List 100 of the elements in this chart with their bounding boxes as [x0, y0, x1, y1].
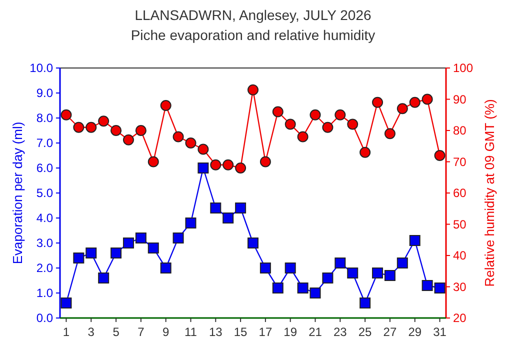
point	[434, 150, 446, 161]
point	[148, 156, 159, 168]
y-tick-label: 3.0	[36, 236, 54, 250]
y-axis-title: Evaporation per day (ml)	[10, 122, 25, 264]
point	[248, 238, 258, 248]
point	[172, 131, 184, 142]
point	[409, 96, 420, 108]
point	[198, 162, 209, 174]
y2-axis-title: Relative humidity at 09 GMT (%)	[482, 99, 497, 287]
point	[86, 122, 97, 133]
point	[185, 138, 196, 148]
point	[122, 238, 134, 248]
point	[372, 96, 384, 108]
y-tick-label: 2.0	[36, 261, 54, 275]
x-tick-label: 7	[138, 325, 145, 339]
y2-tick-label: 70	[453, 154, 467, 169]
point	[297, 282, 308, 294]
point	[384, 270, 396, 281]
y-tick-label: 1.0	[36, 286, 54, 300]
y2-tick-label: 20	[453, 311, 467, 325]
x-tick-label: 19	[284, 325, 298, 339]
x-tick-label: 1	[62, 325, 70, 339]
point	[135, 125, 146, 136]
point	[160, 262, 172, 274]
x-tick-label: 23	[333, 325, 348, 339]
point	[148, 242, 159, 254]
point	[98, 272, 110, 284]
chart-title: LLANSADWRN, Anglesey, JULY 2026	[134, 7, 372, 23]
point	[360, 298, 371, 308]
point	[172, 232, 184, 244]
point	[260, 156, 271, 168]
y2-tick-label: 90	[453, 92, 467, 106]
y-tick-label: 10.0	[30, 61, 54, 75]
point	[322, 122, 334, 133]
y-tick-label: 9.0	[36, 86, 54, 100]
y2-tick-label: 30	[453, 280, 467, 294]
x-tick-label: 11	[184, 325, 198, 339]
point	[347, 118, 358, 130]
y-tick-label: 5.0	[36, 186, 54, 200]
point	[310, 109, 321, 120]
y2-tick-label: 60	[453, 186, 467, 200]
x-tick-label: 25	[358, 325, 372, 339]
point	[422, 280, 433, 291]
point	[284, 118, 296, 130]
point	[235, 202, 246, 214]
point	[222, 212, 234, 224]
point	[222, 159, 234, 170]
x-tick-label: 15	[234, 325, 248, 339]
point	[60, 298, 72, 308]
point	[235, 162, 246, 174]
chart-subtitle: Piche evaporation and relative humidity	[130, 27, 376, 43]
x-tick-label: 31	[433, 325, 447, 339]
y2-tick-label: 50	[453, 217, 467, 232]
point	[86, 248, 97, 258]
point	[110, 248, 122, 258]
point	[135, 232, 146, 244]
x-tick-label: 3	[88, 325, 95, 339]
point	[210, 159, 222, 170]
point	[334, 258, 346, 268]
x-tick-label: 9	[162, 325, 170, 339]
point	[185, 218, 196, 228]
point	[284, 262, 296, 274]
point	[272, 106, 284, 118]
x-tick-label: 21	[308, 325, 322, 339]
x-tick-label: 27	[383, 325, 397, 339]
x-tick-label: 17	[258, 325, 272, 339]
point	[73, 252, 84, 264]
point	[409, 235, 420, 246]
y-tick-label: 6.0	[36, 161, 54, 175]
y-tick-label: 4.0	[36, 211, 54, 225]
point	[122, 134, 134, 146]
point	[297, 131, 308, 142]
point	[160, 100, 172, 111]
point	[210, 202, 222, 214]
point	[322, 272, 334, 284]
point	[60, 109, 72, 120]
point	[396, 258, 408, 268]
y-tick-label: 0.0	[36, 311, 54, 325]
point	[248, 84, 258, 96]
x-tick-label: 5	[112, 325, 120, 339]
y-tick-label: 8.0	[36, 111, 54, 125]
y2-tick-label: 40	[453, 248, 467, 262]
point	[98, 116, 110, 127]
y2-tick-label: 100	[453, 61, 474, 75]
point	[110, 125, 122, 136]
y-tick-label: 7.0	[36, 136, 54, 150]
x-tick-label: 13	[208, 325, 223, 339]
point	[73, 122, 84, 133]
point	[396, 103, 408, 114]
y2-tick-label: 80	[453, 124, 467, 138]
point	[260, 262, 271, 274]
point	[198, 144, 209, 155]
point	[372, 268, 384, 278]
point	[272, 282, 284, 294]
point	[360, 146, 371, 158]
x-tick-label: 29	[408, 325, 422, 339]
point	[422, 94, 433, 105]
point	[310, 288, 321, 298]
point	[434, 282, 446, 294]
point	[334, 109, 346, 120]
